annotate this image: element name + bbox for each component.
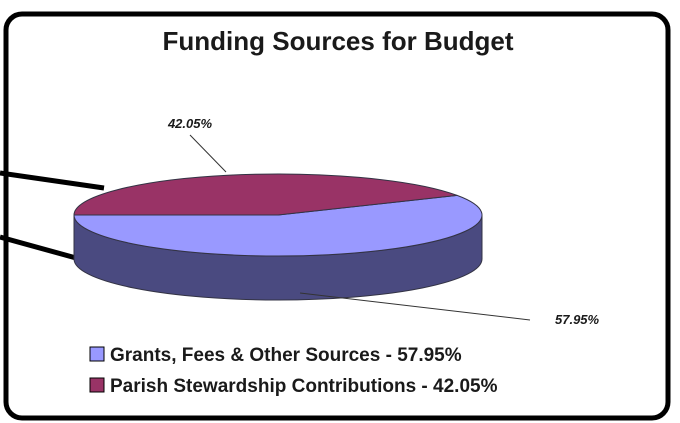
data-labels: 57.95% 42.05% [167,116,600,327]
pie-3d [73,173,483,301]
leader-line-grants [299,292,531,321]
pie-slice-parish [73,173,458,216]
connector-line-upper [0,170,105,191]
legend-label-parish: Parish Stewardship Contributions - 42.05… [110,376,498,397]
legend-swatch-grants [89,346,105,362]
legend: Grants, Fees & Other Sources - 57.95% Par… [89,345,498,397]
data-label-parish: 42.05% [167,116,213,131]
leader-line-parish [189,134,227,173]
connector-line-lower [0,234,77,261]
legend-swatch-parish [89,377,105,393]
legend-label-grants: Grants, Fees & Other Sources - 57.95% [110,345,462,366]
chart-title: Funding Sources for Budget [163,26,514,56]
pie-slice-grants [73,194,483,257]
data-label-grants: 57.95% [555,312,600,327]
